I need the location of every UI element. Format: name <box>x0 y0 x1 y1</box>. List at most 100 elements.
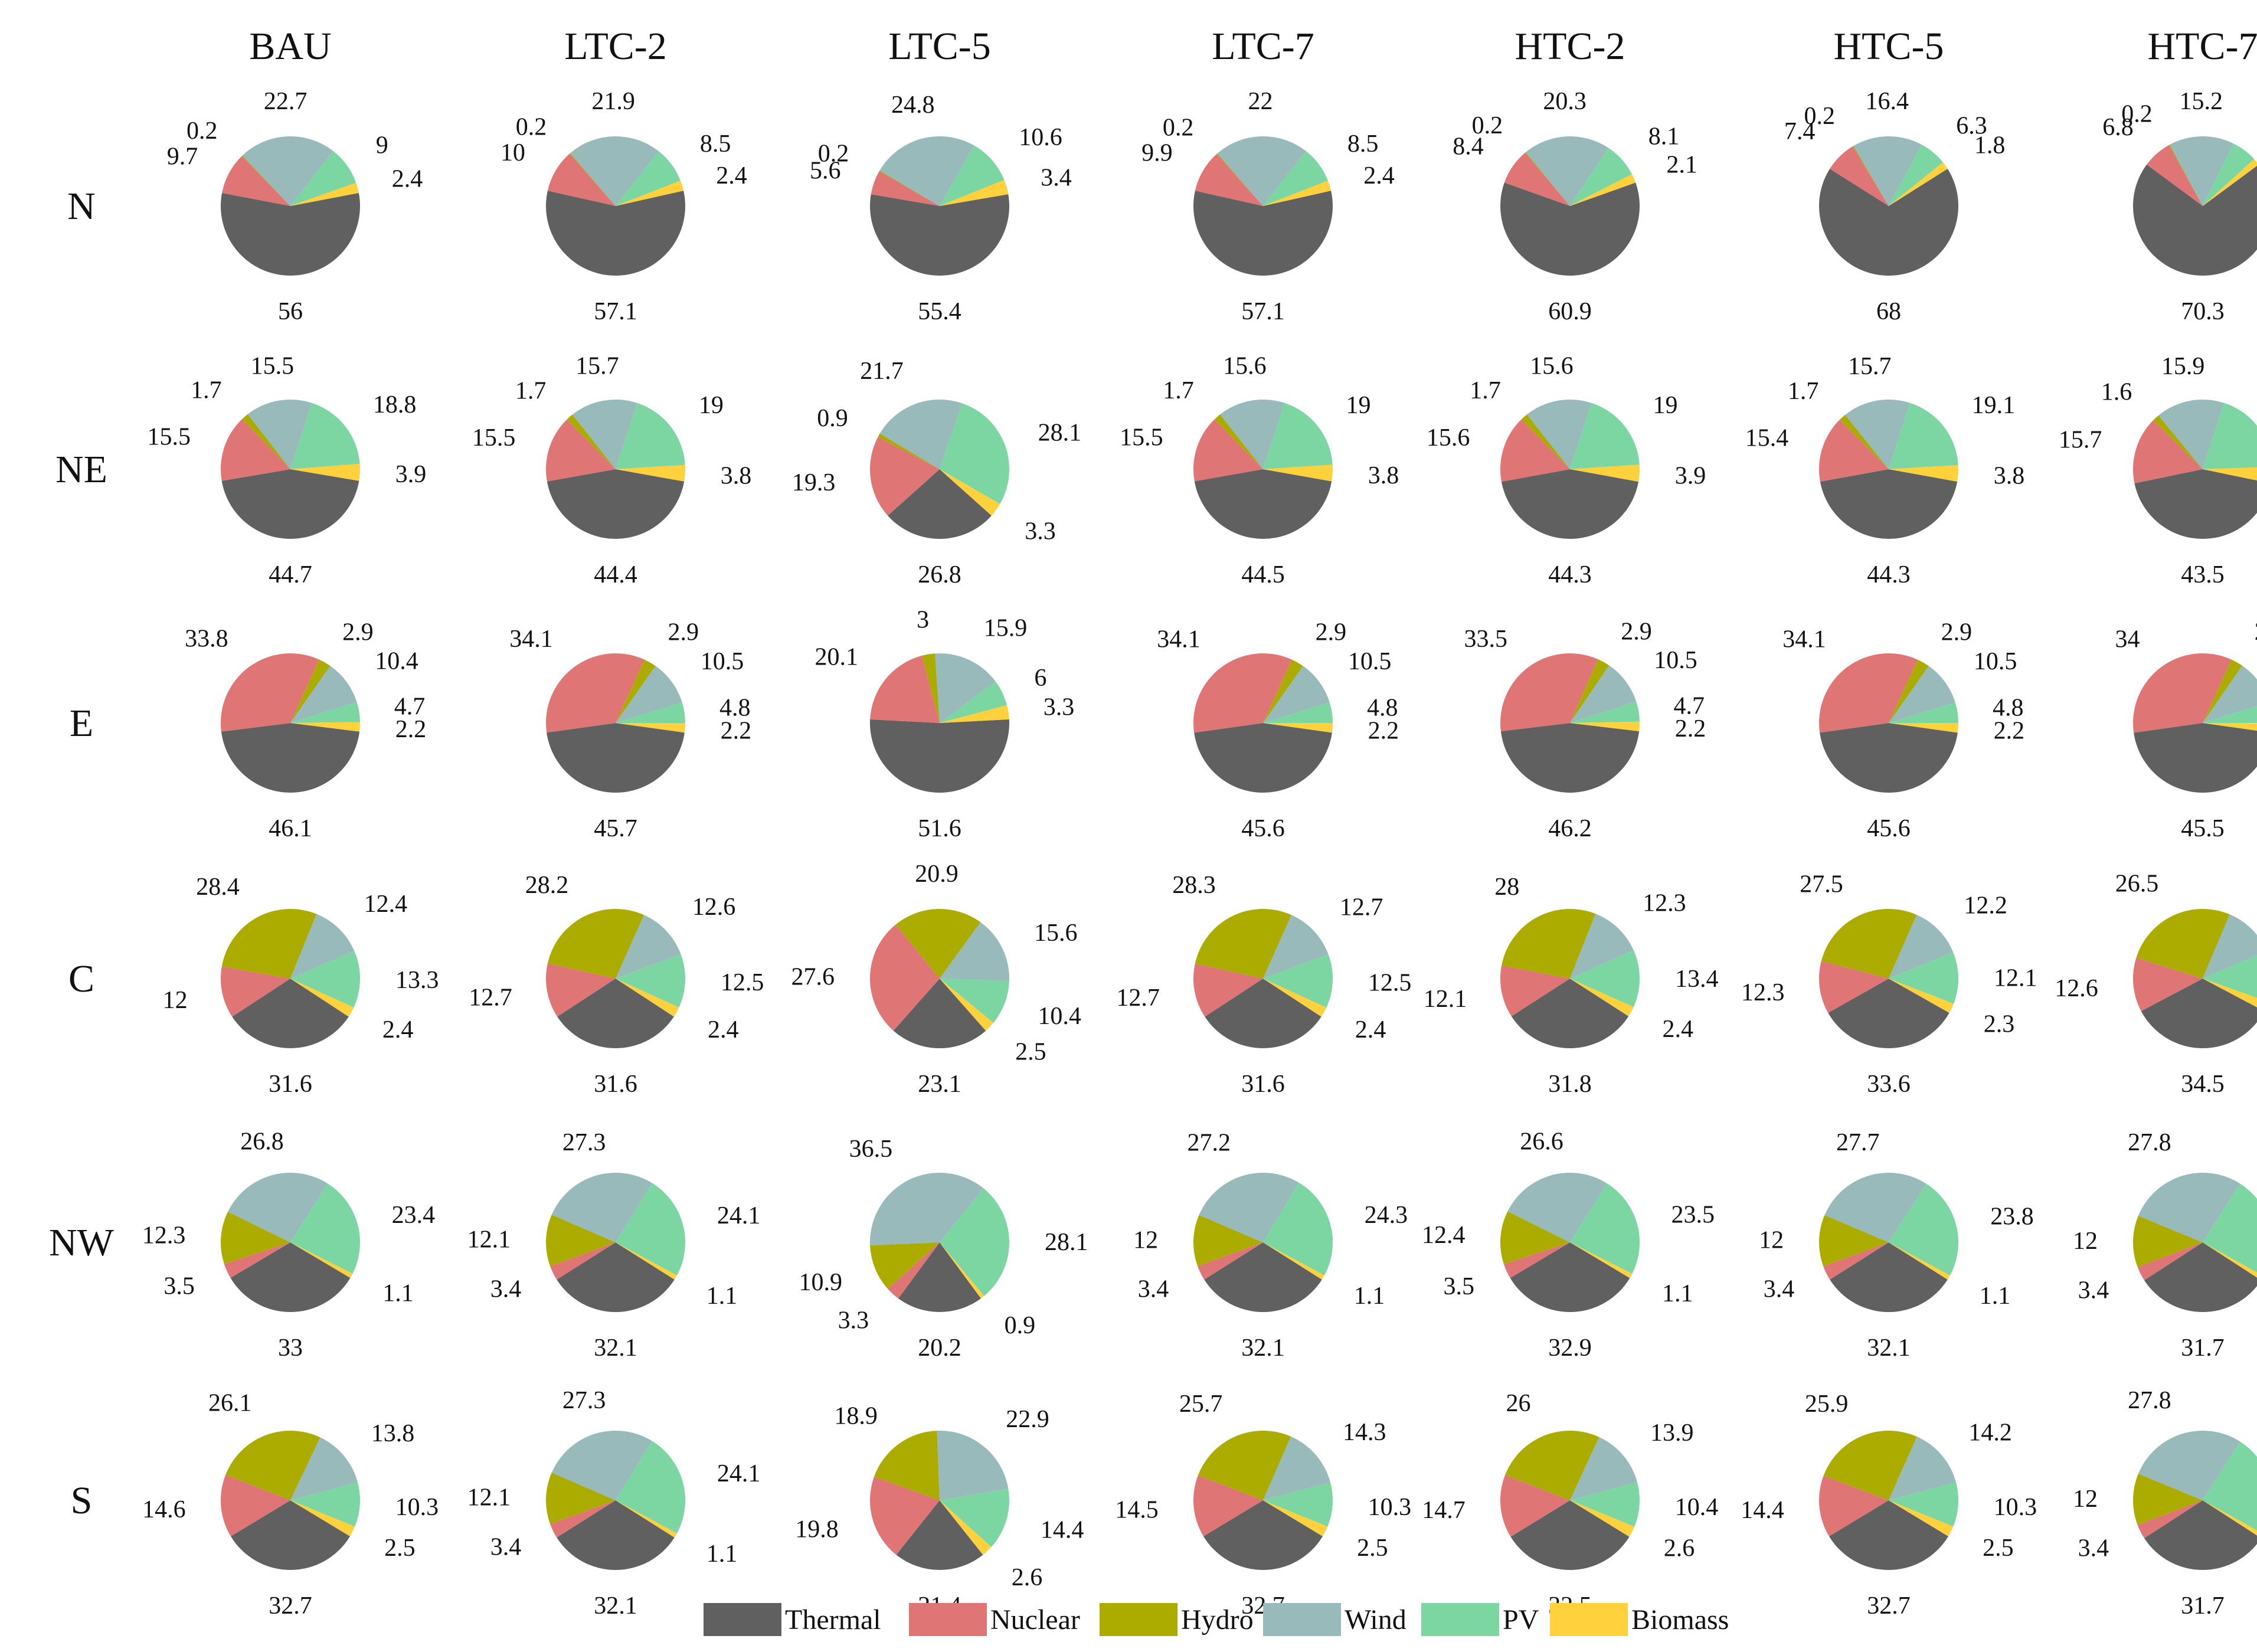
data-label-pv: 23.8 <box>1990 1203 2034 1231</box>
slice-biomass <box>1263 1500 1328 1537</box>
data-label-nuclear: 14.5 <box>1115 1497 1159 1524</box>
slice-wind <box>1199 1173 1299 1242</box>
data-label-thermal: 46.2 <box>1548 815 1592 842</box>
data-label-hydro: 0.2 <box>187 117 218 145</box>
slice-thermal <box>893 979 986 1048</box>
slice-wind <box>870 1173 984 1246</box>
slice-thermal <box>1194 723 1332 793</box>
data-label-wind: 15.7 <box>575 353 619 380</box>
data-label-hydro: 0.9 <box>817 405 848 432</box>
data-label-nuclear: 12.7 <box>1116 984 1160 1012</box>
data-label-hydro: 12.3 <box>142 1222 186 1249</box>
pie-nw-ltc-7: 32.1 3.4 12 27.2 24.3 1.1 <box>1133 1130 1408 1362</box>
data-label-pv: 4.8 <box>1993 695 2024 722</box>
data-label-biomass: 3.4 <box>1041 164 1072 191</box>
data-label-biomass: 1.1 <box>1662 1280 1693 1307</box>
slice-hydro <box>1521 414 1570 469</box>
pie-n-htc-7: 70.36.80.215.25.91.6 <box>2102 88 2257 325</box>
slice-biomass <box>940 1242 984 1298</box>
data-label-pv: 4.8 <box>719 694 751 721</box>
slice-thermal <box>1828 979 1949 1048</box>
slice-wind <box>1845 399 1911 469</box>
data-label-pv: 19 <box>1346 392 1371 419</box>
pie-ne-ltc-2: 44.4 15.5 1.7 15.7 19 3.8 <box>472 353 751 588</box>
pie-n-htc-2: 60.9 8.40.2 20.3 8.12.1 <box>1453 88 1697 325</box>
data-label-biomass: 1.1 <box>706 1283 738 1310</box>
slice-nuclear <box>1823 1242 1889 1280</box>
data-label-pv: 12.1 <box>1994 964 2037 992</box>
slice-nuclear <box>220 1474 290 1537</box>
slice-pv <box>940 1188 1009 1296</box>
slice-hydro <box>1889 659 1929 723</box>
data-label-pv: 10.3 <box>1994 1494 2037 1521</box>
slice-hydro <box>570 153 616 206</box>
slice-thermal <box>557 979 674 1048</box>
slice-thermal <box>870 194 1009 276</box>
data-label-pv: 8.5 <box>1347 130 1379 158</box>
legend-item-pv: PV <box>1421 1603 1539 1636</box>
data-label-hydro: 20.9 <box>915 861 959 888</box>
legend-swatch-wind <box>1263 1603 1341 1636</box>
slice-thermal <box>1830 1242 1948 1313</box>
slice-nuclear <box>221 966 290 1017</box>
slice-wind <box>551 1172 652 1242</box>
slice-pv <box>1263 1182 1333 1275</box>
pie-charts: 569.70.222.792.457.1100.221.98.52.455.45… <box>142 88 2257 1620</box>
data-label-pv: 18.8 <box>373 391 417 418</box>
data-label-wind: 15.7 <box>1848 353 1892 380</box>
data-label-pv: 10.6 <box>1019 124 1062 151</box>
scenario-header-ltc-2: LTC-2 <box>564 25 667 68</box>
slice-biomass <box>290 1500 355 1537</box>
pie-n-bau: 56 9.70.2 22.7 92.4 <box>167 88 423 325</box>
data-label-nuclear: 34.1 <box>1157 626 1201 653</box>
data-label-thermal: 60.9 <box>1548 298 1592 325</box>
legend-item-hydro: Hydro <box>1100 1603 1254 1636</box>
data-label-biomass: 3.9 <box>395 461 427 488</box>
data-label-thermal: 68 <box>1876 298 1901 325</box>
data-label-biomass: 3.3 <box>1044 693 1075 721</box>
slice-biomass <box>940 705 1009 723</box>
slice-hydro <box>1500 1211 1570 1264</box>
slice-pv <box>1570 403 1640 469</box>
slice-pv <box>2203 143 2255 206</box>
pie-c-ltc-5: 23.1 27.6 20.9 15.6 10.4 2.5 <box>791 861 1081 1098</box>
data-label-biomass: 2.2 <box>395 716 427 743</box>
data-label-hydro: 10.9 <box>799 1269 843 1296</box>
slice-wind <box>1526 136 1609 206</box>
pie-nw-bau: 33 3.5 12.3 26.8 23.4 1.1 <box>142 1128 435 1362</box>
data-label-pv: 28.1 <box>1038 419 1082 446</box>
pie-s-ltc-5: 21.419.818.922.914.42.6 <box>795 1402 1084 1620</box>
data-label-wind: 10.5 <box>1974 648 2017 675</box>
data-label-hydro: 1.7 <box>1470 377 1501 404</box>
data-label-wind: 27.3 <box>562 1387 606 1414</box>
slice-wind <box>1263 915 1329 979</box>
slice-nuclear <box>220 418 290 481</box>
data-label-wind: 22 <box>1248 88 1273 115</box>
data-label-hydro: 12 <box>1133 1226 1158 1254</box>
pie-c-htc-7: 34.512.626.512.211.92.3 <box>2055 871 2257 1098</box>
slice-wind <box>1889 1437 1957 1500</box>
slice-thermal <box>2141 979 2257 1048</box>
slice-thermal <box>230 1242 351 1313</box>
data-label-thermal: 32.1 <box>1241 1334 1285 1362</box>
data-label-biomass: 2.4 <box>1363 162 1395 189</box>
data-label-pv: 24.1 <box>717 1202 761 1229</box>
data-label-biomass: 2.4 <box>708 1016 739 1043</box>
slice-thermal <box>547 723 685 793</box>
data-label-pv: 10.3 <box>1368 1494 1412 1521</box>
slice-nuclear <box>1830 146 1889 206</box>
slice-thermal <box>546 191 686 276</box>
slice-hydro <box>2153 415 2203 469</box>
data-label-wind: 12.4 <box>364 891 408 918</box>
data-label-nuclear: 3.3 <box>838 1307 869 1334</box>
data-label-thermal: 26.8 <box>918 561 961 588</box>
slice-biomass <box>2203 1242 2257 1278</box>
scenario-header-ltc-7: LTC-7 <box>1212 25 1314 68</box>
pie-ne-htc-5: 44.3 15.4 1.7 15.7 19.1 3.8 <box>1745 353 2025 588</box>
slice-pv <box>290 1183 360 1274</box>
data-label-nuclear: 19.8 <box>795 1516 839 1543</box>
slice-pv <box>1570 148 1632 206</box>
slice-wind <box>247 399 312 469</box>
slice-biomass <box>290 182 359 206</box>
